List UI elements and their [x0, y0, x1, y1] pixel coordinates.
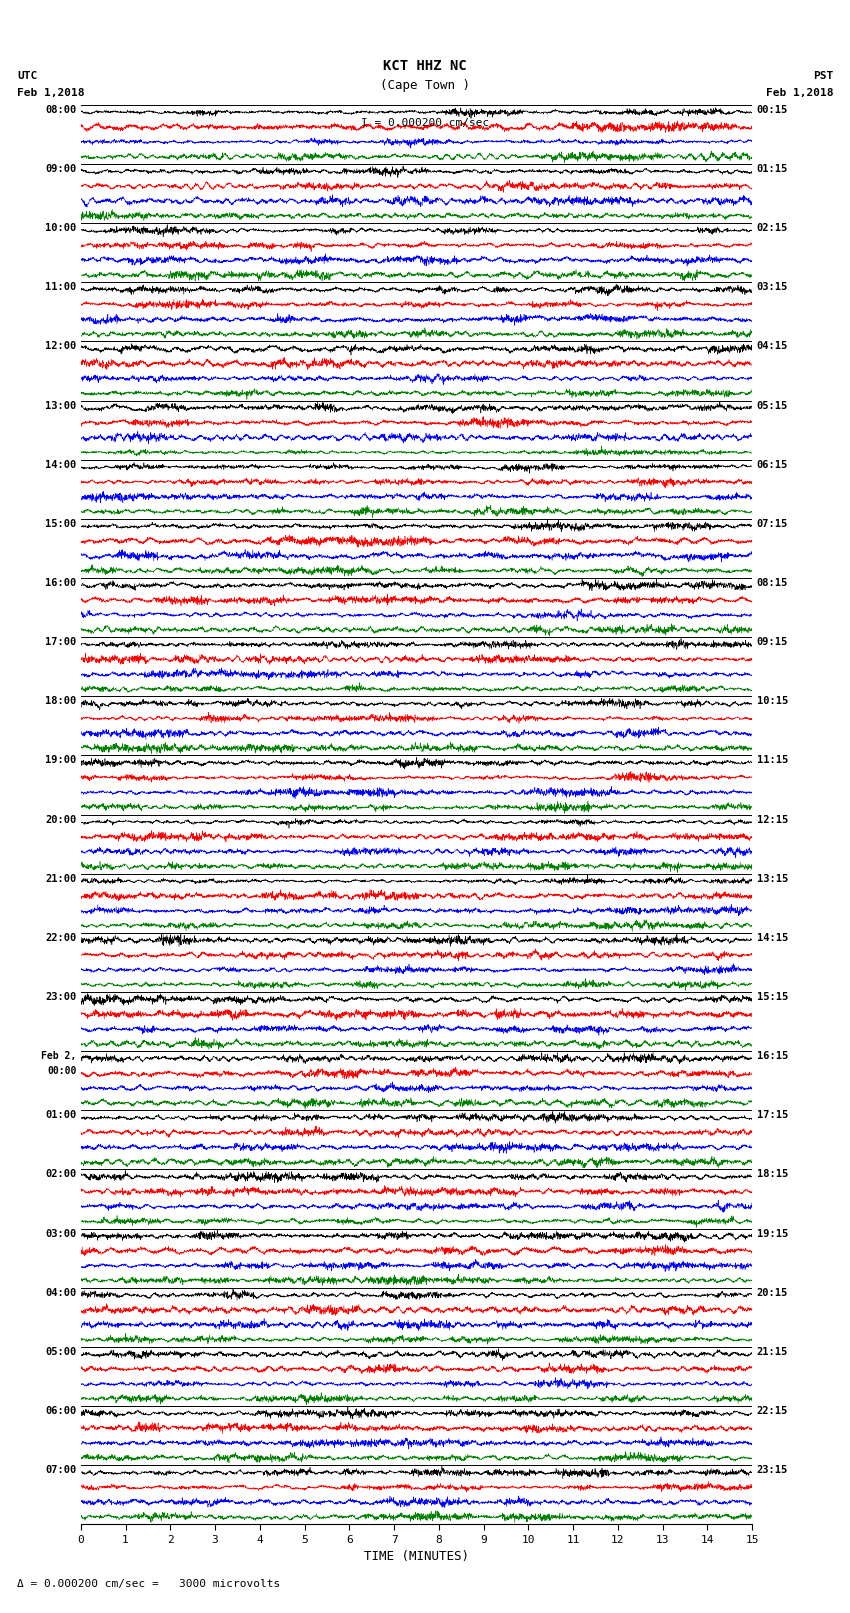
Text: Δ = 0.000200 cm/sec =   3000 microvolts: Δ = 0.000200 cm/sec = 3000 microvolts — [17, 1579, 280, 1589]
Text: 21:15: 21:15 — [756, 1347, 788, 1357]
Text: 16:15: 16:15 — [756, 1052, 788, 1061]
Text: Feb 1,2018: Feb 1,2018 — [17, 89, 84, 98]
Text: 01:15: 01:15 — [756, 165, 788, 174]
Text: 17:15: 17:15 — [756, 1110, 788, 1121]
Text: 01:00: 01:00 — [45, 1110, 76, 1121]
Text: 11:00: 11:00 — [45, 282, 76, 292]
Text: 08:00: 08:00 — [45, 105, 76, 115]
Text: 17:00: 17:00 — [45, 637, 76, 647]
Text: 10:15: 10:15 — [756, 697, 788, 706]
Text: 07:15: 07:15 — [756, 519, 788, 529]
X-axis label: TIME (MINUTES): TIME (MINUTES) — [364, 1550, 469, 1563]
Text: 06:00: 06:00 — [45, 1407, 76, 1416]
Text: (Cape Town ): (Cape Town ) — [380, 79, 470, 92]
Text: 07:00: 07:00 — [45, 1465, 76, 1476]
Text: 06:15: 06:15 — [756, 460, 788, 469]
Text: 19:00: 19:00 — [45, 755, 76, 766]
Text: UTC: UTC — [17, 71, 37, 81]
Text: I = 0.000200 cm/sec: I = 0.000200 cm/sec — [361, 118, 489, 127]
Text: 16:00: 16:00 — [45, 577, 76, 589]
Text: 00:00: 00:00 — [47, 1066, 76, 1076]
Text: 02:15: 02:15 — [756, 223, 788, 234]
Text: 08:15: 08:15 — [756, 577, 788, 589]
Text: 20:00: 20:00 — [45, 815, 76, 824]
Text: PST: PST — [813, 71, 833, 81]
Text: 09:15: 09:15 — [756, 637, 788, 647]
Text: 12:15: 12:15 — [756, 815, 788, 824]
Text: 03:00: 03:00 — [45, 1229, 76, 1239]
Text: 04:15: 04:15 — [756, 342, 788, 352]
Text: 15:00: 15:00 — [45, 519, 76, 529]
Text: Feb 2,: Feb 2, — [42, 1052, 76, 1061]
Text: KCT HHZ NC: KCT HHZ NC — [383, 58, 467, 73]
Text: 11:15: 11:15 — [756, 755, 788, 766]
Text: 14:00: 14:00 — [45, 460, 76, 469]
Text: 09:00: 09:00 — [45, 165, 76, 174]
Text: 03:15: 03:15 — [756, 282, 788, 292]
Text: 10:00: 10:00 — [45, 223, 76, 234]
Text: 00:15: 00:15 — [756, 105, 788, 115]
Text: Feb 1,2018: Feb 1,2018 — [766, 89, 833, 98]
Text: 18:00: 18:00 — [45, 697, 76, 706]
Text: 22:15: 22:15 — [756, 1407, 788, 1416]
Text: 21:00: 21:00 — [45, 874, 76, 884]
Text: 05:15: 05:15 — [756, 400, 788, 411]
Text: 13:00: 13:00 — [45, 400, 76, 411]
Text: 20:15: 20:15 — [756, 1287, 788, 1298]
Text: 04:00: 04:00 — [45, 1287, 76, 1298]
Text: 12:00: 12:00 — [45, 342, 76, 352]
Text: 02:00: 02:00 — [45, 1169, 76, 1179]
Text: 23:00: 23:00 — [45, 992, 76, 1002]
Text: 23:15: 23:15 — [756, 1465, 788, 1476]
Text: 22:00: 22:00 — [45, 932, 76, 944]
Text: 19:15: 19:15 — [756, 1229, 788, 1239]
Text: 14:15: 14:15 — [756, 932, 788, 944]
Text: 15:15: 15:15 — [756, 992, 788, 1002]
Text: 18:15: 18:15 — [756, 1169, 788, 1179]
Text: 05:00: 05:00 — [45, 1347, 76, 1357]
Text: 13:15: 13:15 — [756, 874, 788, 884]
